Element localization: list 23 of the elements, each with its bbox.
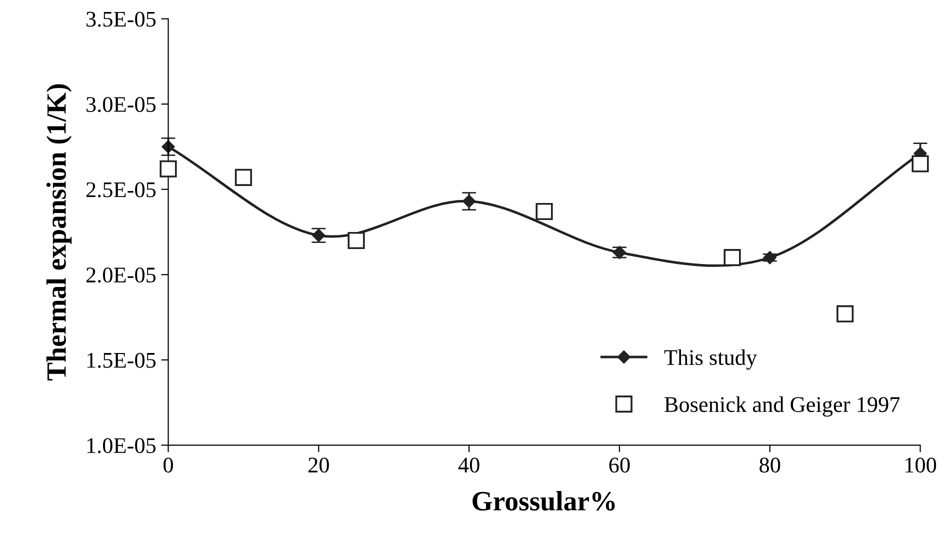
y-axis-title: Thermal expansion (1/K) — [46, 84, 72, 380]
y-tick-label: 3.5E-05 — [86, 12, 156, 27]
point — [724, 249, 741, 266]
legend-label: Bosenick and Geiger 1997 — [664, 396, 900, 417]
point — [234, 168, 252, 186]
legend-label: This study — [664, 349, 758, 370]
point — [348, 232, 365, 250]
x-tick-label: 0 — [164, 458, 173, 473]
point — [912, 155, 929, 172]
x-tick-label: 40 — [458, 458, 480, 473]
point — [536, 202, 553, 220]
x-tick-label: 100 — [906, 458, 936, 473]
y-tick-label: 1.5E-05 — [87, 352, 156, 368]
x-tick-label: 80 — [760, 458, 780, 473]
y-tick-label: 2.5E-05 — [86, 182, 156, 198]
point — [836, 305, 854, 322]
y-tick-label: 3.0E-05 — [86, 97, 156, 112]
y-tick-label: 1.0E-05 — [87, 438, 156, 454]
x-axis-title: Grossular% — [472, 491, 615, 511]
x-tick-label: 60 — [609, 458, 630, 473]
x-tick-label: 20 — [308, 458, 329, 473]
point — [160, 160, 177, 178]
y-tick-label: 2.0E-05 — [86, 268, 156, 283]
